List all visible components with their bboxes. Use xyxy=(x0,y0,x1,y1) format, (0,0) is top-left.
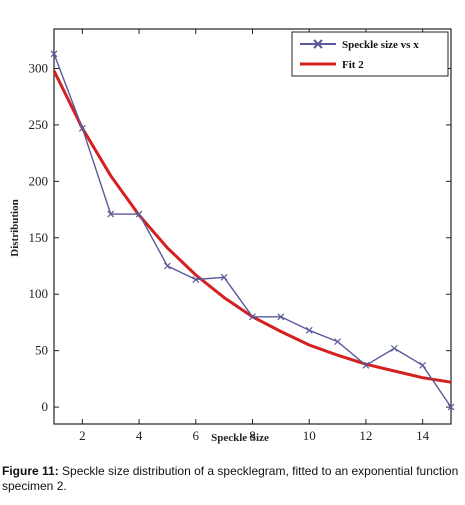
chart: 0 50 100 150 200 250 300 2 4 6 8 10 12 14 Speckle Si… xyxy=(9,28,455,444)
y-tick-label: 50 xyxy=(35,343,48,358)
y-tick-label: 200 xyxy=(29,173,49,188)
speckle-size-point xyxy=(277,313,285,321)
caption-text: Speckle size distribution of a specklegr… xyxy=(2,464,459,493)
speckle-size-point xyxy=(305,326,313,334)
y-tick-label: 250 xyxy=(29,117,49,132)
speckle-size-point xyxy=(249,313,256,321)
legend: Speckle size vs x Fit 2 xyxy=(291,31,449,77)
y-tick-label: 100 xyxy=(29,286,49,301)
speckle-size-point xyxy=(447,403,455,411)
legend-marker-series-1 xyxy=(313,39,323,49)
x-tick-label: 6 xyxy=(193,428,200,443)
speckle-size-point xyxy=(220,273,228,281)
y-tick-label: 150 xyxy=(29,230,49,245)
plot-frame xyxy=(53,28,452,425)
x-axis-title: Speckle Size xyxy=(211,432,269,444)
x-tick-label: 4 xyxy=(136,428,143,443)
speckle-size-point xyxy=(419,361,427,369)
x-tick-label: 12 xyxy=(359,428,372,443)
speckle-size-point xyxy=(107,210,115,218)
legend-label-series-1: Speckle size vs x xyxy=(342,39,419,51)
legend-label-series-2: Fit 2 xyxy=(342,59,364,71)
y-axis-ticks: 0 50 100 150 200 250 300 xyxy=(29,61,451,414)
speckle-size-point xyxy=(192,276,200,283)
y-tick-label: 0 xyxy=(42,399,49,414)
x-tick-label: 10 xyxy=(303,428,316,443)
figure-caption: Figure 11: Speckle size distribution of … xyxy=(2,464,462,494)
speckle-size-point xyxy=(390,344,398,352)
legend-box xyxy=(291,31,449,77)
speckle-size-point xyxy=(164,262,171,270)
y-tick-label: 300 xyxy=(29,61,49,76)
x-tick-label: 2 xyxy=(79,428,86,443)
speckle-size-point xyxy=(50,50,58,58)
x-tick-label: 8 xyxy=(249,428,256,443)
speckle-size-point xyxy=(362,361,370,369)
series-layer xyxy=(50,50,455,411)
speckle-size-point xyxy=(78,124,86,132)
speckle-size-point xyxy=(334,338,341,346)
caption-lead: Figure 11: xyxy=(2,464,59,478)
speckle-size-point xyxy=(135,210,143,218)
x-tick-label: 14 xyxy=(416,428,430,443)
y-axis-title: Distribution xyxy=(9,199,21,256)
